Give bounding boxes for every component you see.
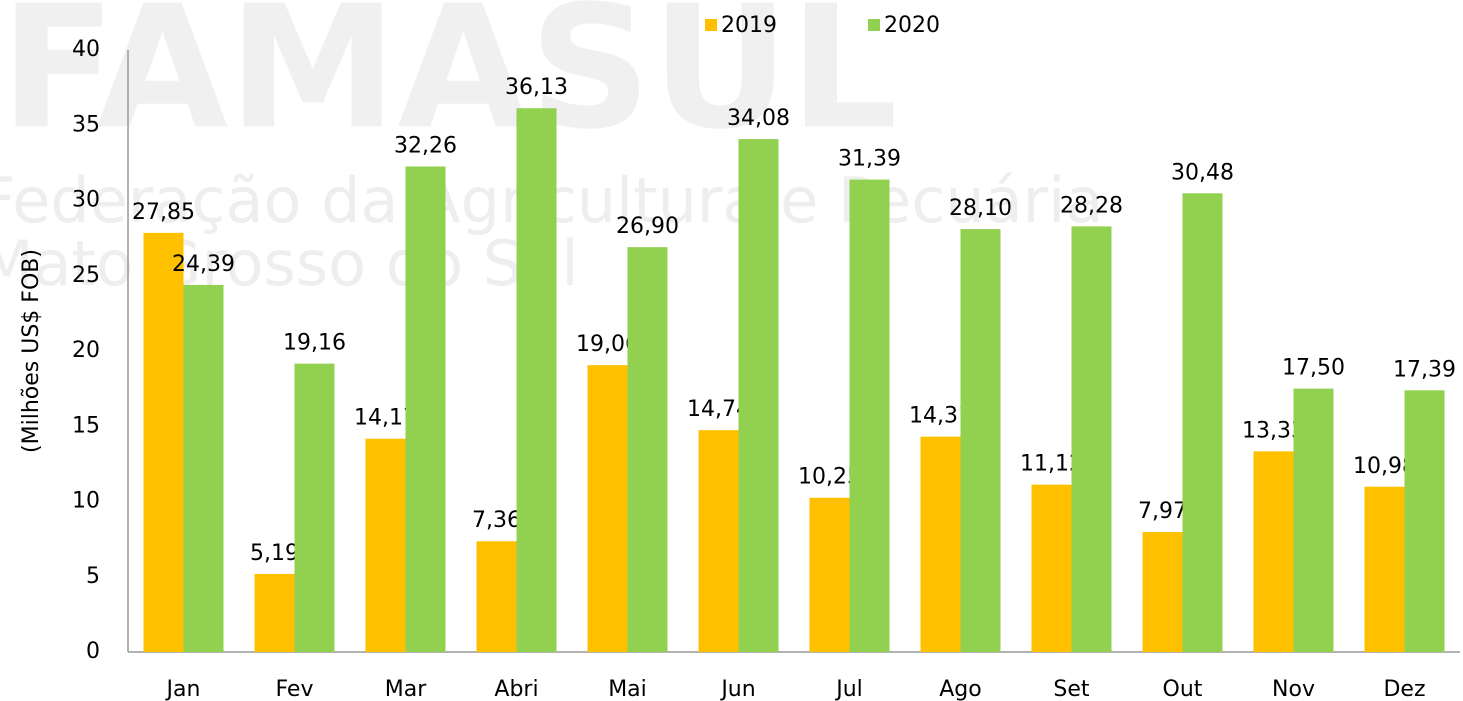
bar xyxy=(849,179,890,652)
y-tick-label: 35 xyxy=(72,112,100,137)
bar xyxy=(365,438,406,652)
legend-swatch xyxy=(705,19,717,31)
x-tick-label: Jul xyxy=(834,677,863,701)
bar xyxy=(698,430,739,652)
bar xyxy=(738,139,779,652)
data-label: 5,19 xyxy=(250,541,299,566)
x-tick-label: Mar xyxy=(385,677,427,701)
y-tick-label: 10 xyxy=(72,489,100,514)
x-tick-label: Fev xyxy=(275,677,313,701)
data-label: 36,13 xyxy=(505,75,568,100)
bar xyxy=(405,166,446,652)
y-tick-label: 15 xyxy=(72,413,100,438)
bar xyxy=(809,497,850,652)
bar xyxy=(1253,451,1294,652)
bar xyxy=(254,573,295,652)
bar xyxy=(1404,390,1445,652)
bar xyxy=(1293,388,1334,652)
data-label: 26,90 xyxy=(616,214,679,239)
bar xyxy=(1071,226,1112,653)
y-axis-label: (Milhões US$ FOB) xyxy=(19,249,44,453)
x-tick-label: Nov xyxy=(1272,677,1315,701)
watermark: Mato Grosso do Sul xyxy=(0,227,579,300)
data-label: 32,26 xyxy=(394,133,457,158)
data-label: 28,10 xyxy=(949,196,1012,221)
bar xyxy=(183,284,224,652)
bar xyxy=(1031,484,1072,652)
y-tick-label: 40 xyxy=(72,37,100,62)
bar xyxy=(1182,193,1223,652)
x-tick-label: Dez xyxy=(1383,677,1425,701)
legend-swatch xyxy=(868,19,880,31)
x-tick-label: Jun xyxy=(719,677,755,701)
data-label: 19,16 xyxy=(283,331,346,356)
data-label: 31,39 xyxy=(838,147,901,172)
data-label: 7,36 xyxy=(472,508,521,533)
legend-label: 2020 xyxy=(884,13,940,38)
x-tick-label: Mai xyxy=(608,677,647,701)
bar xyxy=(920,436,961,652)
x-tick-label: Set xyxy=(1053,677,1090,701)
data-label: 24,39 xyxy=(172,252,235,277)
x-tick-label: Out xyxy=(1163,677,1203,701)
x-tick-label: Abri xyxy=(494,677,538,701)
y-tick-label: 20 xyxy=(72,338,100,363)
x-tick-label: Ago xyxy=(939,677,981,701)
y-tick-label: 0 xyxy=(86,639,100,664)
data-label: 17,39 xyxy=(1393,357,1456,382)
data-label: 17,50 xyxy=(1282,356,1345,381)
data-label: 34,08 xyxy=(727,106,790,131)
bar xyxy=(516,108,557,652)
x-tick-label: Jan xyxy=(165,677,201,701)
y-tick-label: 5 xyxy=(86,564,100,589)
bar xyxy=(476,541,517,652)
bar xyxy=(294,363,335,652)
legend-label: 2019 xyxy=(721,13,777,38)
data-label: 7,97 xyxy=(1138,499,1187,524)
y-tick-label: 30 xyxy=(72,188,100,213)
bar xyxy=(587,365,628,652)
bar xyxy=(627,247,668,652)
y-tick-label: 25 xyxy=(72,263,100,288)
bar xyxy=(1364,486,1405,652)
bar xyxy=(960,229,1001,652)
bar xyxy=(143,232,184,653)
data-label: 27,85 xyxy=(132,200,195,225)
data-label: 30,48 xyxy=(1171,160,1234,185)
bar xyxy=(1142,532,1183,652)
data-label: 28,28 xyxy=(1060,193,1123,218)
